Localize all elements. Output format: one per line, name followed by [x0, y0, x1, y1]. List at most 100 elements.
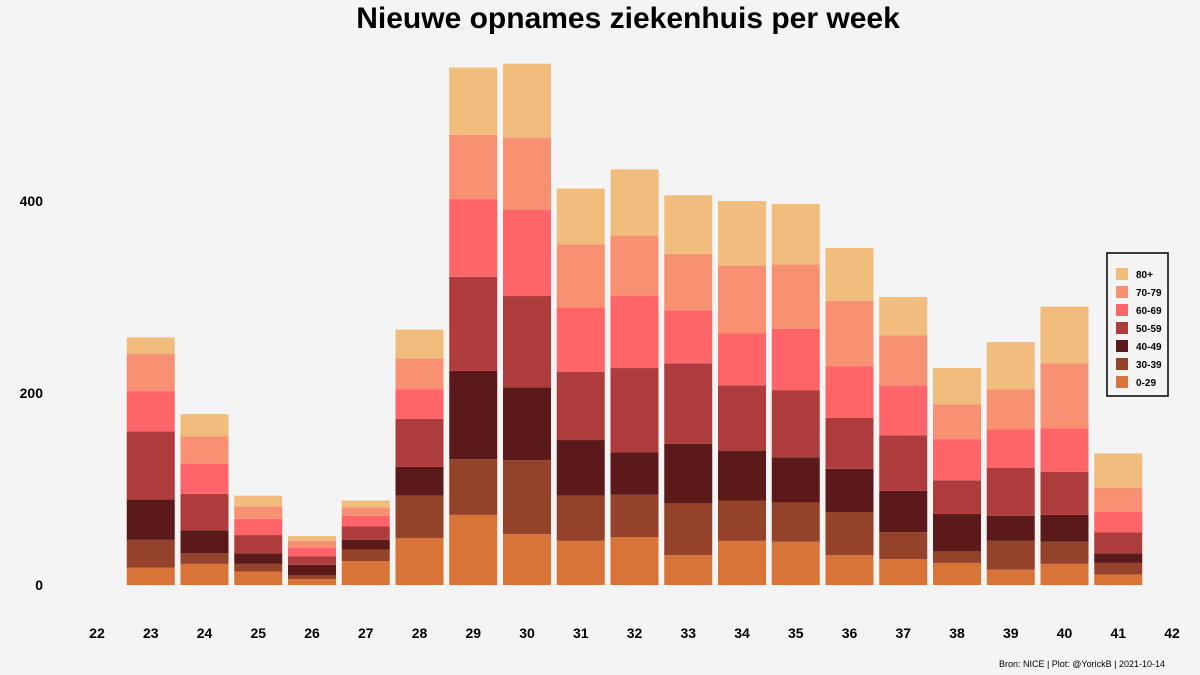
bar-week-34-age-40-49	[718, 450, 766, 501]
bar-week-26-age-60-69	[288, 547, 336, 557]
x-tick-label: 39	[1003, 625, 1019, 641]
bar-week-35-age-30-39	[771, 502, 820, 542]
bar-week-26-age-70-79	[288, 540, 336, 548]
bar-week-38-age-30-39	[933, 551, 981, 563]
legend-swatch-80+	[1116, 268, 1128, 280]
legend-swatch-30-39	[1116, 358, 1128, 370]
bar-week-26-age-30-39	[288, 575, 336, 580]
bar-week-33-age-70-79	[664, 253, 713, 311]
bar-week-32-age-0-29	[610, 537, 659, 585]
bar-week-37-age-60-69	[879, 385, 928, 436]
bar-week-37-age-80+	[879, 297, 928, 336]
bar-week-40-age-50-59	[1040, 471, 1089, 515]
bar-week-30-age-40-49	[503, 387, 551, 461]
bar-week-39-age-40-49	[986, 515, 1035, 541]
bar-week-38-age-0-29	[933, 562, 981, 585]
bar-week-39-age-0-29	[986, 569, 1035, 585]
bar-week-28-age-70-79	[395, 358, 444, 390]
bar-week-27-age-80+	[341, 500, 390, 508]
bar-week-34-age-60-69	[718, 333, 766, 386]
bar-week-40-age-40-49	[1040, 514, 1089, 542]
bar-week-38-age-70-79	[933, 404, 981, 440]
legend-label-40-49: 40-49	[1136, 342, 1162, 353]
x-axis-ticks: 22 23 24 25 26 27 28 29 30 31 32 33 34 35 36 37 38 39 40 41…	[89, 625, 1180, 641]
bar-week-31-age-40-49	[556, 440, 605, 496]
bar-week-39-age-70-79	[986, 389, 1035, 430]
bar-week-37-age-40-49	[879, 490, 928, 533]
bar-week-36-age-50-59	[825, 417, 874, 469]
bar-week-34-age-50-59	[718, 385, 766, 451]
bar-week-39-age-80+	[986, 342, 1035, 390]
bar-week-33-age-0-29	[664, 555, 713, 585]
bar-week-24-age-40-49	[180, 530, 229, 554]
bar-week-23-age-40-49	[126, 499, 175, 540]
legend-swatch-0-29	[1116, 376, 1128, 388]
bar-week-25-age-30-39	[234, 563, 283, 572]
source-caption: Bron: NICE | Plot: @YorickB | 2021-10-14	[998, 659, 1165, 669]
x-tick-label: 22	[89, 625, 105, 641]
legend-swatch-50-59	[1116, 322, 1128, 334]
x-tick-label: 29	[465, 625, 481, 641]
bar-week-40-age-30-39	[1040, 541, 1089, 564]
bar-week-25-age-80+	[234, 495, 283, 507]
bar-week-36-age-0-29	[825, 555, 874, 585]
bar-week-29-age-80+	[449, 67, 498, 135]
bar-week-27-age-70-79	[341, 507, 390, 516]
bar-week-26-age-50-59	[288, 556, 336, 565]
bar-week-41-age-0-29	[1094, 574, 1143, 585]
bar-week-37-age-0-29	[879, 559, 928, 585]
x-tick-label: 31	[573, 625, 589, 641]
bar-week-31-age-70-79	[556, 244, 605, 308]
x-tick-label: 23	[143, 625, 159, 641]
bar-week-27-age-0-29	[341, 561, 390, 585]
bar-week-26-age-40-49	[288, 564, 336, 576]
chart-title: Nieuwe opnames ziekenhuis per week	[356, 2, 900, 35]
bar-week-31-age-30-39	[556, 495, 605, 541]
bar-week-39-age-30-39	[986, 540, 1035, 570]
x-tick-label: 35	[788, 625, 804, 641]
y-axis-ticks: 0 200 400	[20, 193, 44, 593]
bar-week-34-age-30-39	[718, 500, 766, 541]
bar-week-38-age-50-59	[933, 480, 981, 514]
bar-week-31-age-60-69	[556, 307, 605, 372]
bar-week-37-age-30-39	[879, 532, 928, 560]
legend: 80+ 70-79 60-69 50-59 40-49 30-39 0-29	[1106, 252, 1169, 397]
bar-week-28-age-0-29	[395, 537, 444, 585]
bar-week-41-age-80+	[1094, 453, 1143, 489]
legend-label-50-59: 50-59	[1136, 324, 1162, 335]
bar-week-41-age-50-59	[1094, 532, 1143, 554]
x-tick-label: 25	[250, 625, 266, 641]
bar-week-32-age-70-79	[610, 235, 659, 297]
bar-week-29-age-40-49	[449, 370, 498, 460]
bar-week-28-age-40-49	[395, 466, 444, 496]
legend-label-0-29: 0-29	[1136, 378, 1156, 389]
bar-week-32-age-50-59	[610, 368, 659, 453]
y-tick-label: 400	[20, 193, 44, 209]
bar-week-36-age-30-39	[825, 512, 874, 556]
bar-week-25-age-0-29	[234, 571, 283, 585]
bar-week-36-age-80+	[825, 248, 874, 301]
x-tick-label: 33	[680, 625, 696, 641]
bar-week-27-age-60-69	[341, 515, 390, 527]
bar-week-40-age-60-69	[1040, 428, 1089, 472]
bar-week-27-age-40-49	[341, 539, 390, 550]
bar-week-35-age-70-79	[771, 264, 820, 329]
bar-week-30-age-50-59	[503, 296, 551, 388]
bar-week-24-age-60-69	[180, 464, 229, 494]
bar-week-23-age-0-29	[126, 567, 175, 585]
bar-week-27-age-30-39	[341, 549, 390, 561]
bar-week-32-age-40-49	[610, 452, 659, 495]
bar-week-25-age-50-59	[234, 535, 283, 554]
bar-week-38-age-40-49	[933, 513, 981, 552]
bar-week-31-age-50-59	[556, 371, 605, 441]
bar-week-38-age-60-69	[933, 439, 981, 481]
bar-week-28-age-60-69	[395, 389, 444, 419]
bar-week-28-age-50-59	[395, 418, 444, 467]
bar-week-30-age-60-69	[503, 209, 551, 297]
bar-week-36-age-70-79	[825, 300, 874, 367]
x-tick-label: 38	[949, 625, 965, 641]
x-tick-label: 32	[627, 625, 643, 641]
bar-week-28-age-30-39	[395, 495, 444, 538]
legend-swatch-60-69	[1116, 304, 1128, 316]
bar-week-41-age-30-39	[1094, 562, 1143, 575]
